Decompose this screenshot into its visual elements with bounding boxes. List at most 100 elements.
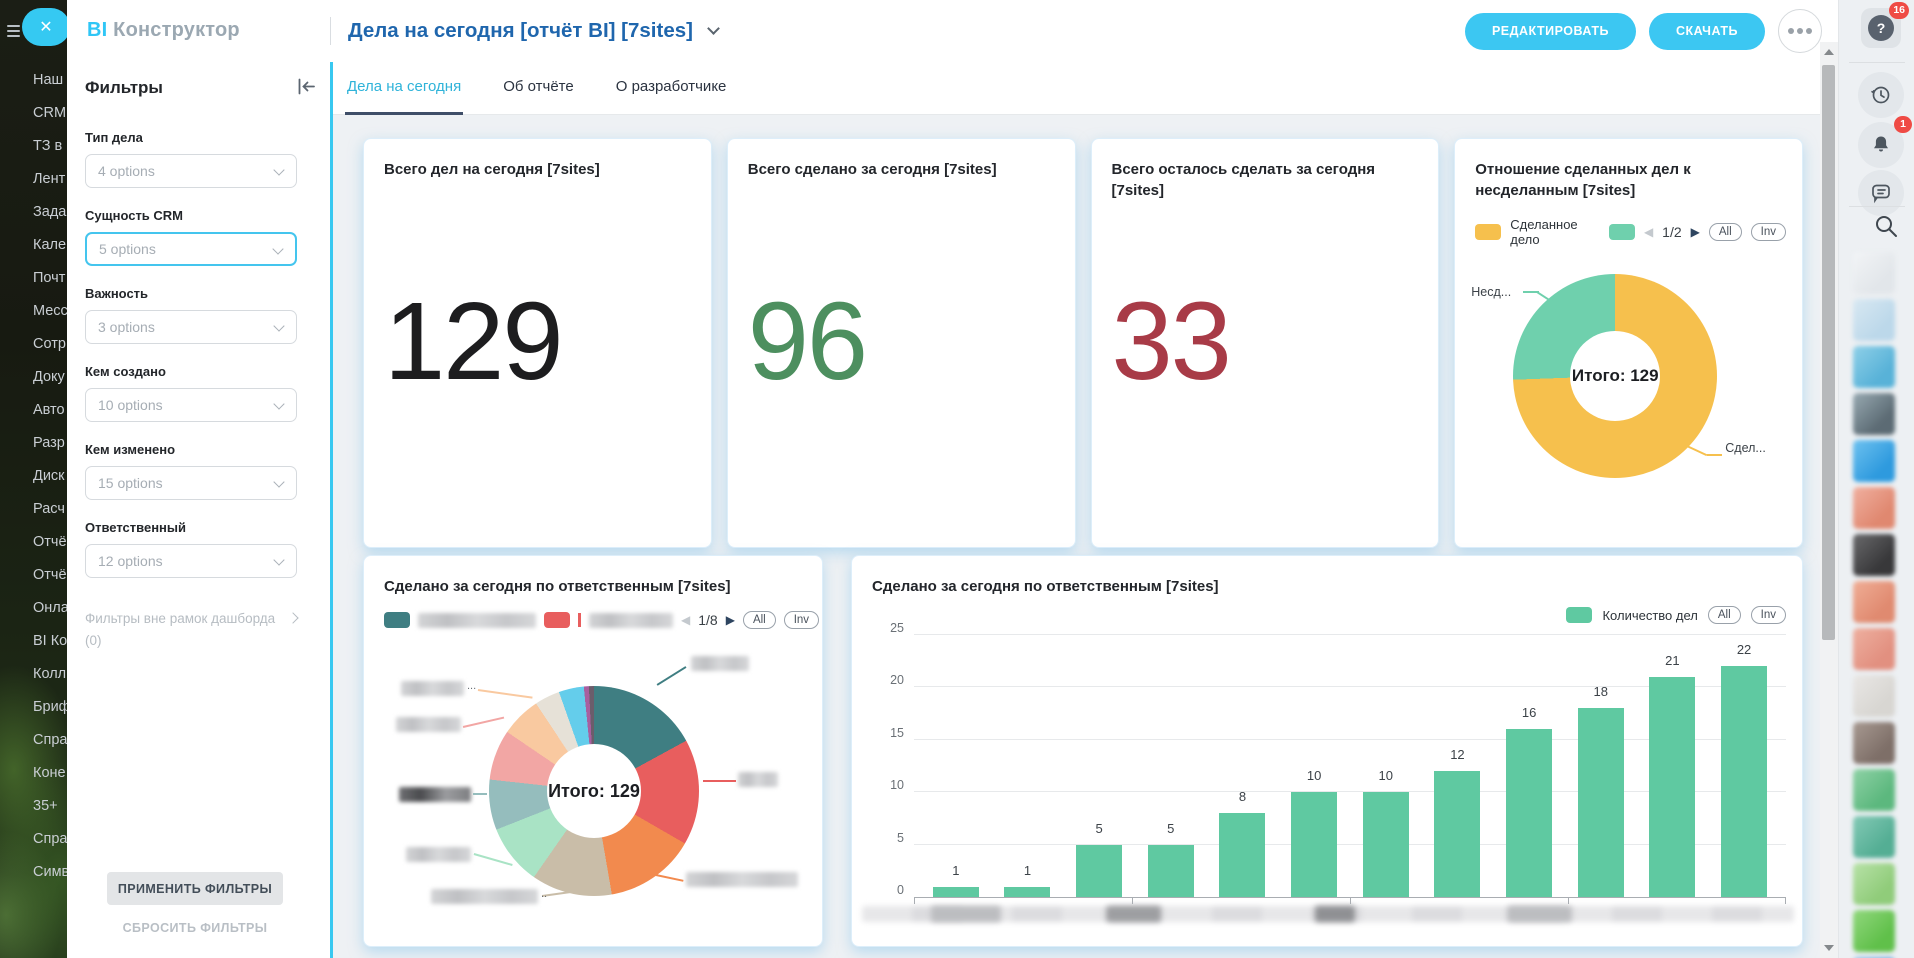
left-menu-item[interactable]: Расч xyxy=(33,501,65,517)
left-menu-item[interactable]: 35+ xyxy=(33,798,58,814)
left-menu-item[interactable]: Колл xyxy=(33,666,67,682)
bar-column[interactable]: 16 xyxy=(1506,705,1553,897)
legend-inv-button[interactable]: Inv xyxy=(1750,223,1786,241)
tab-2[interactable]: О разработчике xyxy=(615,77,727,95)
left-menu-item[interactable]: BI Ко xyxy=(33,633,67,649)
avatar[interactable] xyxy=(1853,863,1895,905)
left-menu-item[interactable]: Диск xyxy=(33,468,65,484)
filter-select[interactable]: 3 options xyxy=(85,310,297,344)
bar-column[interactable]: 8 xyxy=(1219,789,1266,897)
bar-column[interactable]: 5 xyxy=(1076,821,1123,897)
avatar[interactable] xyxy=(1853,487,1895,529)
more-options-button[interactable] xyxy=(1778,9,1822,53)
left-menu-item[interactable]: Разр xyxy=(33,435,65,451)
left-menu-item[interactable]: Зада xyxy=(33,204,67,220)
reset-filters-button[interactable]: СБРОСИТЬ ФИЛЬТРЫ xyxy=(107,918,283,938)
filter-select[interactable]: 15 options xyxy=(85,466,297,500)
scrollbar-thumb[interactable] xyxy=(1822,65,1835,640)
legend-all-button[interactable]: All xyxy=(1708,223,1742,241)
left-menu-item[interactable]: Месс xyxy=(33,303,67,319)
bar-column[interactable]: 10 xyxy=(1291,768,1338,897)
avatar[interactable] xyxy=(1853,675,1895,717)
bar-column[interactable]: 1 xyxy=(932,863,979,897)
left-menu-item[interactable]: Бриф xyxy=(33,699,67,715)
scroll-up-arrow[interactable] xyxy=(1824,49,1834,55)
legend-inv-button[interactable]: Inv xyxy=(783,611,820,629)
bar[interactable]: 5 xyxy=(1076,821,1123,897)
close-panel-button[interactable]: ✕ xyxy=(22,8,67,46)
left-menu-item[interactable]: Отчё xyxy=(33,534,67,550)
bar-chart[interactable]: 0 5 10 15 20 25 1 1 5 5 8 10 10 12 16 18 21 22 xyxy=(862,621,1794,922)
avatar[interactable] xyxy=(1853,299,1895,341)
filter-select[interactable]: 5 options xyxy=(85,232,297,266)
scroll-down-arrow[interactable] xyxy=(1824,945,1834,951)
legend-next-icon[interactable]: ▶ xyxy=(1690,225,1700,239)
avatar[interactable] xyxy=(1853,722,1895,764)
bar[interactable]: 10 xyxy=(1362,768,1409,897)
avatar[interactable] xyxy=(1853,581,1895,623)
history-button[interactable] xyxy=(1858,72,1904,118)
legend-prev-icon[interactable]: ◀ xyxy=(1643,225,1654,239)
bar-column[interactable]: 5 xyxy=(1147,821,1194,897)
legend-all-button[interactable]: All xyxy=(1707,606,1741,624)
left-menu-item[interactable]: CRM xyxy=(33,105,67,121)
bar-column[interactable]: 18 xyxy=(1577,684,1624,897)
tab-1[interactable]: Об отчёте xyxy=(503,77,574,95)
bar[interactable]: 1 xyxy=(1004,863,1051,897)
left-menu-item[interactable]: Сотр xyxy=(33,336,66,352)
hamburger-menu-icon[interactable] xyxy=(7,22,21,40)
edit-button[interactable]: РЕДАКТИРОВАТЬ xyxy=(1464,12,1636,50)
left-menu-item[interactable]: Наш xyxy=(33,72,64,88)
avatar[interactable] xyxy=(1853,440,1895,482)
bar[interactable]: 21 xyxy=(1649,653,1696,897)
vertical-scrollbar[interactable] xyxy=(1820,42,1838,958)
legend-all-button[interactable]: All xyxy=(742,611,776,629)
help-button[interactable]: ? 16 xyxy=(1861,2,1909,48)
chevron-down-icon[interactable] xyxy=(707,22,720,35)
bar-column[interactable]: 10 xyxy=(1362,768,1409,897)
left-menu-item[interactable]: Симв xyxy=(33,864,67,880)
filter-select[interactable]: 10 options xyxy=(85,388,297,422)
left-menu-item[interactable]: Онла xyxy=(33,600,67,616)
bar[interactable]: 22 xyxy=(1721,642,1768,897)
bar[interactable]: 1 xyxy=(932,863,979,897)
legend-next-icon[interactable]: ▶ xyxy=(725,613,735,627)
bar[interactable]: 5 xyxy=(1147,821,1194,897)
legend-inv-button[interactable]: Inv xyxy=(1750,606,1786,624)
notifications-button[interactable]: 1 xyxy=(1858,116,1912,168)
avatar[interactable] xyxy=(1853,346,1895,388)
chat-button[interactable] xyxy=(1858,170,1904,216)
left-menu-item[interactable]: Лент xyxy=(33,171,66,187)
avatar[interactable] xyxy=(1853,769,1895,811)
left-menu-item[interactable]: Спра xyxy=(33,831,67,847)
left-menu-item[interactable]: Коне xyxy=(33,765,66,781)
bar[interactable]: 10 xyxy=(1291,768,1338,897)
filter-select[interactable]: 12 options xyxy=(85,544,297,578)
left-menu-item[interactable]: Доку xyxy=(33,369,65,385)
filter-select[interactable]: 4 options xyxy=(85,154,297,188)
tab-0[interactable]: Дела на сегодня xyxy=(345,62,464,115)
legend-prev-icon[interactable]: ◀ xyxy=(681,613,691,627)
bar[interactable]: 16 xyxy=(1506,705,1553,897)
left-menu-item[interactable]: Авто xyxy=(33,402,65,418)
bar-column[interactable]: 21 xyxy=(1649,653,1696,897)
avatar[interactable] xyxy=(1853,816,1895,858)
outer-filters-link[interactable]: Фильтры вне рамок дашборда (0) xyxy=(85,608,299,652)
left-menu-item[interactable]: Почт xyxy=(33,270,66,286)
download-button[interactable]: СКАЧАТЬ xyxy=(1648,12,1765,50)
left-menu-item[interactable]: Отчё xyxy=(33,567,67,583)
avatar[interactable] xyxy=(1853,252,1895,294)
bar-column[interactable]: 1 xyxy=(1004,863,1051,897)
bar[interactable]: 12 xyxy=(1434,747,1481,897)
search-button[interactable] xyxy=(1867,212,1905,243)
avatar[interactable] xyxy=(1853,534,1895,576)
avatar[interactable] xyxy=(1853,628,1895,670)
bar[interactable]: 18 xyxy=(1577,684,1624,897)
bar-column[interactable]: 12 xyxy=(1434,747,1481,897)
apply-filters-button[interactable]: ПРИМЕНИТЬ ФИЛЬТРЫ xyxy=(107,872,283,905)
left-menu-item[interactable]: Кале xyxy=(33,237,67,253)
bar[interactable]: 8 xyxy=(1219,789,1266,897)
bar-column[interactable]: 22 xyxy=(1721,642,1768,897)
left-menu-item[interactable]: ТЗ в xyxy=(33,138,63,154)
avatar[interactable] xyxy=(1853,910,1895,952)
